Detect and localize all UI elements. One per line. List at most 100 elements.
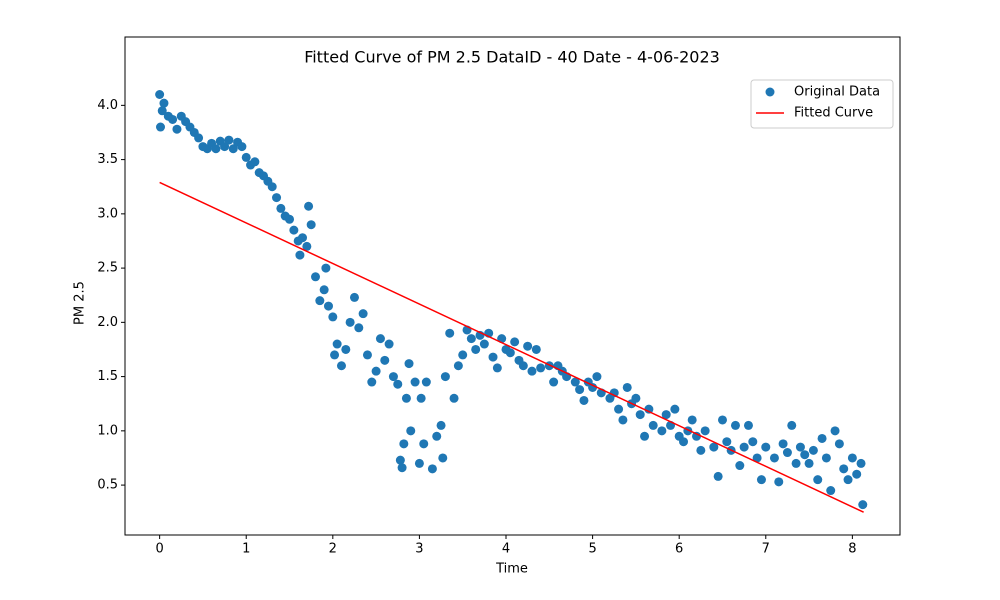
data-point: [536, 363, 546, 373]
data-point: [700, 426, 710, 436]
y-axis-label: PM 2.5: [73, 281, 88, 325]
data-point: [739, 442, 749, 452]
data-point: [289, 225, 299, 235]
data-point: [826, 486, 836, 496]
legend-label: Original Data: [794, 85, 880, 100]
chart-title: Fitted Curve of PM 2.5 DataID - 40 Date …: [304, 48, 720, 67]
data-point: [614, 404, 624, 414]
data-point: [648, 420, 658, 430]
y-tick-label: 2.0: [97, 315, 118, 330]
data-point: [488, 352, 498, 362]
data-point: [769, 453, 779, 463]
data-point: [479, 339, 489, 349]
data-point: [341, 344, 351, 354]
legend: Original Data Fitted Curve: [750, 79, 894, 129]
data-point: [471, 344, 481, 354]
data-point: [804, 458, 814, 468]
x-axis-label: Time: [495, 562, 528, 577]
data-point: [336, 361, 346, 371]
data-point: [384, 339, 394, 349]
data-point: [276, 203, 286, 213]
data-point: [159, 98, 169, 108]
x-tick-label: 7: [762, 542, 770, 557]
y-tick-label: 2.5: [97, 261, 118, 276]
data-point: [830, 426, 840, 436]
data-point: [211, 144, 221, 154]
data-point: [774, 477, 784, 487]
x-tick-label: 3: [415, 542, 423, 557]
data-point: [858, 500, 868, 510]
data-point: [354, 323, 364, 333]
data-point: [267, 182, 277, 192]
data-point: [285, 214, 295, 224]
data-point: [194, 133, 204, 143]
data-point: [298, 233, 308, 243]
y-tick-label: 3.0: [97, 206, 118, 221]
data-point: [393, 379, 403, 389]
data-point: [358, 309, 368, 319]
data-point: [250, 157, 260, 167]
data-point: [631, 393, 641, 403]
y-tick-label: 0.5: [97, 478, 118, 493]
x-tick-label: 5: [588, 542, 596, 557]
data-point: [349, 292, 359, 302]
data-point: [367, 377, 377, 387]
x-tick-label: 4: [502, 542, 510, 557]
data-point: [323, 301, 333, 311]
data-point: [635, 410, 645, 420]
legend-label: Fitted Curve: [794, 106, 873, 121]
fitted-line: [159, 181, 864, 513]
data-point: [362, 350, 372, 360]
data-point: [395, 455, 405, 465]
data-point: [440, 372, 450, 382]
data-point: [272, 193, 282, 203]
data-point: [518, 361, 528, 371]
x-tick-label: 8: [848, 542, 856, 557]
data-point: [800, 450, 810, 460]
data-point: [843, 475, 853, 485]
y-tick-label: 1.0: [97, 423, 118, 438]
data-point: [421, 377, 431, 387]
data-point: [791, 458, 801, 468]
data-point: [436, 420, 446, 430]
data-point: [661, 410, 671, 420]
data-point: [735, 461, 745, 471]
data-point: [321, 263, 331, 273]
data-point: [657, 426, 667, 436]
data-point: [241, 152, 251, 162]
data-point: [306, 220, 316, 230]
data-point: [696, 445, 706, 455]
data-point: [445, 328, 455, 338]
data-point: [419, 439, 429, 449]
data-point: [622, 382, 632, 392]
data-point: [492, 363, 502, 373]
data-point: [328, 312, 338, 322]
data-point: [588, 382, 598, 392]
data-point: [466, 334, 476, 344]
data-point: [575, 385, 585, 395]
data-point: [168, 114, 178, 124]
data-point: [730, 420, 740, 430]
data-point: [743, 420, 753, 430]
data-point: [406, 426, 416, 436]
data-point: [579, 395, 589, 405]
data-point: [295, 250, 305, 260]
data-point: [549, 377, 559, 387]
data-point: [427, 464, 437, 474]
data-point: [404, 359, 414, 369]
data-point: [817, 433, 827, 443]
data-point: [618, 415, 628, 425]
data-point: [756, 475, 766, 485]
x-tick-label: 1: [242, 542, 250, 557]
data-point: [399, 439, 409, 449]
data-point: [640, 431, 650, 441]
data-point: [410, 377, 420, 387]
data-point: [332, 339, 342, 349]
data-point: [438, 453, 448, 463]
data-point: [644, 404, 654, 414]
data-point: [847, 453, 857, 463]
data-point: [717, 415, 727, 425]
data-point: [172, 124, 182, 134]
data-point: [839, 464, 849, 474]
